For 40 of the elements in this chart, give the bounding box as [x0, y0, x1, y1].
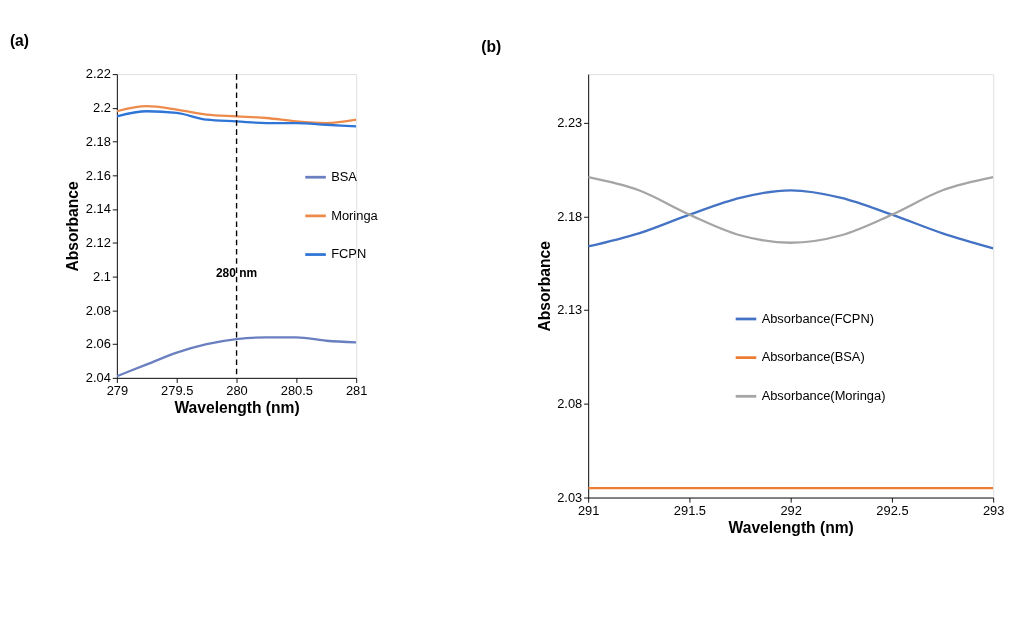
- y-axis-title: Absorbance: [535, 240, 553, 332]
- x-tick-label: 291.5: [673, 502, 707, 518]
- x-tick-label: 280: [226, 382, 248, 398]
- x-tick-label: 292: [780, 502, 802, 518]
- line-series: [116, 105, 357, 125]
- x-tick-label: 291: [577, 502, 600, 518]
- y-tick-label: 2.16: [85, 167, 111, 183]
- x-axis-title: Wavelength (nm): [174, 399, 300, 417]
- chart-title: (b): [481, 38, 502, 56]
- legend-label: Absorbance(Moringa): [761, 387, 886, 403]
- x-tick-label: 292.5: [876, 502, 909, 518]
- chart-title: (a): [9, 31, 30, 49]
- y-tick-label: 2.18: [85, 133, 111, 149]
- x-tick-label: 280.5: [280, 382, 313, 398]
- line-series: [588, 189, 994, 250]
- y-tick-label: 2.03: [557, 489, 583, 505]
- x-tick-label: 279.5: [161, 382, 194, 398]
- legend-label: FCPN: [331, 246, 367, 262]
- y-tick-label: 2.08: [557, 396, 583, 412]
- legend-label: BSA: [331, 168, 358, 184]
- x-axis-title: Wavelength (nm): [728, 519, 854, 536]
- y-tick-label: 2.14: [85, 201, 111, 217]
- y-tick-label: 2.18: [557, 208, 583, 224]
- y-tick-label: 2.2: [93, 100, 111, 116]
- y-tick-label: 2.1: [93, 268, 111, 284]
- y-axis-title: Absorbance: [64, 181, 82, 272]
- line-series: [588, 176, 994, 244]
- x-tick-label: 293: [982, 502, 1005, 518]
- legend-label: Absorbance(FCPN): [761, 310, 874, 326]
- y-tick-label: 2.23: [557, 114, 583, 130]
- y-tick-label: 2.13: [557, 302, 583, 318]
- line-series: [116, 110, 357, 128]
- y-tick-label: 2.08: [85, 302, 111, 318]
- legend-label: Absorbance(BSA): [761, 349, 865, 365]
- y-tick-label: 2.12: [85, 235, 111, 251]
- y-tick-label: 2.22: [85, 66, 111, 82]
- ref-line-label: 280 nm: [215, 265, 258, 280]
- y-tick-label: 2.06: [85, 336, 111, 352]
- legend-label: Moringa: [331, 207, 379, 223]
- x-tick-label: 281: [345, 382, 368, 398]
